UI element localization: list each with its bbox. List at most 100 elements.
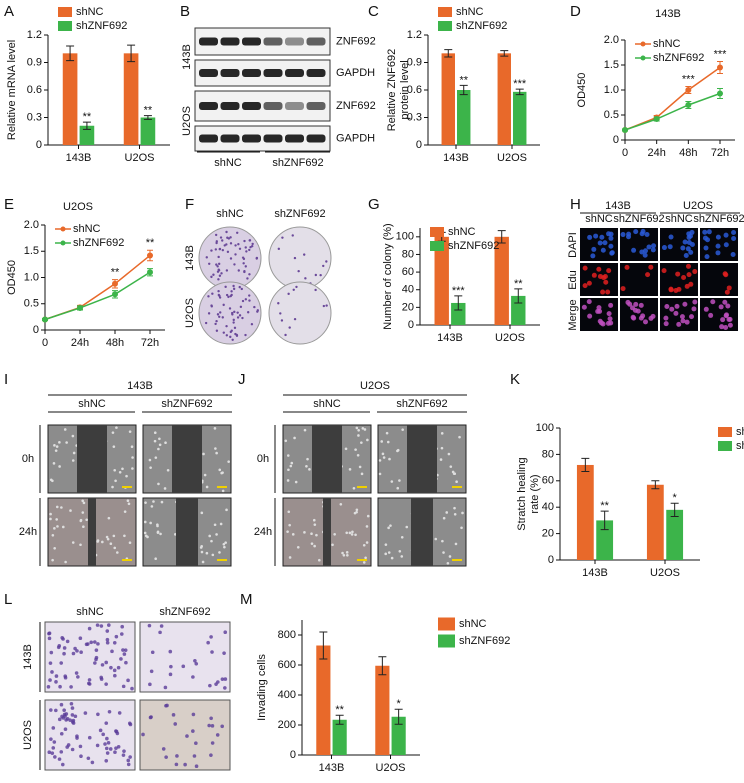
colony [214,233,218,237]
colony [248,294,251,297]
cell [607,316,613,322]
colony [218,315,221,318]
wound [88,498,96,566]
cell [127,721,132,726]
cell [384,552,388,556]
blot-band [220,134,240,143]
cell [342,554,346,557]
marker [622,127,628,133]
cell [107,516,111,520]
cell [731,235,737,241]
cell [51,726,56,730]
colony [217,278,220,281]
y-tick-label: 20 [402,301,414,313]
cell [680,318,686,324]
colony [217,289,220,293]
x-tick-label: 143B [443,152,469,164]
cell [150,650,155,655]
cell [587,313,593,319]
cell [61,525,65,529]
colony [228,307,232,310]
colony [233,326,237,330]
cell [688,281,694,287]
cell [646,244,652,250]
colony [232,287,236,291]
cell [158,437,161,441]
cell [83,711,88,715]
cell [57,643,62,648]
panel-letter: J [238,371,246,388]
cell [440,446,444,450]
blot-band [242,69,261,77]
cell [600,289,606,295]
cell [685,263,691,269]
cell [126,762,131,767]
cell [150,505,154,508]
cell [75,736,79,740]
cell [704,254,710,260]
cell [387,526,390,530]
colony [325,260,328,263]
marker [685,102,692,108]
cell [461,511,464,515]
legend-label: shNC [76,6,104,18]
cell [385,431,389,435]
cell [206,640,210,645]
colony [255,257,258,260]
colony [280,319,284,322]
cell [668,234,674,240]
legend-label: shNC [448,226,476,238]
cell [597,273,603,279]
y-tick-label: 40 [542,501,554,513]
cell [312,518,316,522]
blot-band [285,102,304,110]
cell [90,760,95,765]
cell [599,234,605,240]
cell [62,646,67,650]
cell [57,757,62,761]
colony [248,273,251,276]
colony [217,255,220,259]
row-label: 24h [19,526,37,538]
colony [232,321,235,324]
cell [692,269,698,275]
cell [200,511,204,515]
cell [365,541,369,544]
cell [608,320,614,326]
cell [586,299,592,305]
cell [682,239,688,245]
cell [49,517,52,521]
cell [453,472,457,476]
cell [648,315,654,321]
cell [705,237,711,243]
x-tick-label: 72h [711,147,729,159]
colony [229,257,233,260]
cell [661,268,667,274]
cell [685,246,691,252]
cell [210,741,215,745]
legend-swatch [430,241,444,251]
cell [64,712,69,716]
y-tick-label: 100 [396,231,414,243]
cell [350,533,354,536]
significance: ** [600,500,609,512]
cell [689,314,695,320]
cell [723,242,729,248]
colony [208,262,211,265]
cell [81,511,85,514]
cell [209,635,213,639]
error-bar [670,502,679,517]
cell [111,431,115,434]
cell [61,716,66,720]
well [268,226,332,290]
cell [303,531,306,534]
cell [85,518,88,522]
colony [303,253,306,256]
cell [223,677,228,681]
y-axis-label: Invading cells [256,654,268,721]
cell [390,556,394,560]
cell [715,243,721,249]
band-label: ZNF692 [336,100,376,112]
cell [223,630,228,635]
colony [223,244,226,247]
